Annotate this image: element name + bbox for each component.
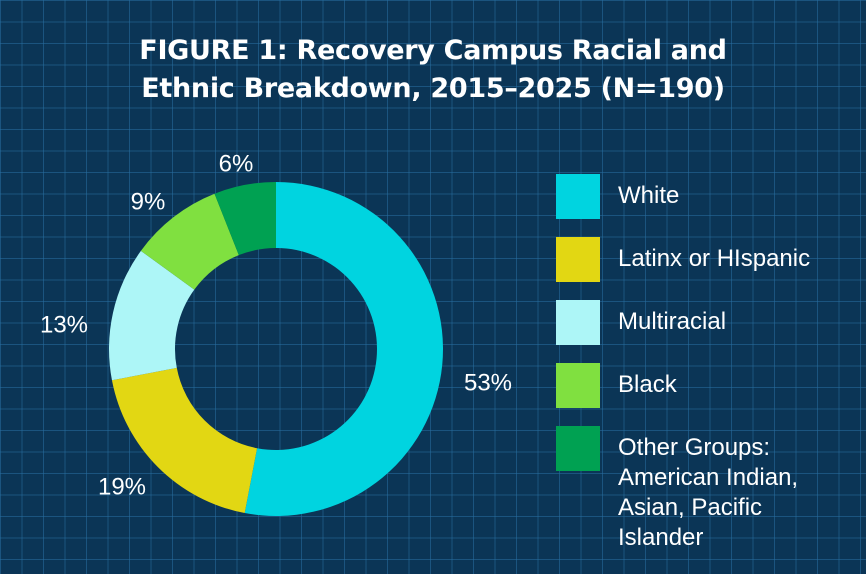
data-label-latinx: 19% — [98, 473, 146, 500]
legend-swatch — [556, 237, 600, 282]
legend-item-other-groups: Other Groups: American Indian, Asian, Pa… — [556, 426, 856, 553]
data-label-other-groups: 6% — [219, 150, 254, 177]
donut-slice-black — [140, 193, 239, 290]
legend-label: Other Groups: American Indian, Asian, Pa… — [618, 434, 799, 551]
legend-swatch — [556, 300, 600, 345]
data-label-white: 53% — [464, 369, 512, 396]
legend-label: White — [618, 182, 680, 209]
legend: White Latinx or HIspanic Multiracial Bla… — [556, 174, 856, 571]
donut-slice-white — [244, 182, 443, 516]
legend-label: Black — [618, 371, 677, 398]
legend-swatch — [556, 363, 600, 408]
legend-item-multiracial: Multiracial — [556, 300, 856, 345]
data-label-black: 9% — [131, 188, 166, 215]
data-label-multiracial: 13% — [40, 311, 88, 338]
legend-label: Multiracial — [618, 308, 727, 335]
donut-slice-other-groups — [214, 182, 276, 256]
legend-item-white: White — [556, 174, 856, 219]
chart-title-line-1: FIGURE 1: Recovery Campus Racial and — [139, 35, 727, 66]
chart-title-line-2: Ethnic Breakdown, 2015–2025 (N=190) — [141, 73, 725, 104]
donut-slice-multiracial — [109, 250, 195, 381]
chart-title: FIGURE 1: Recovery Campus Racial and Eth… — [0, 32, 866, 108]
legend-label: Latinx or HIspanic — [618, 245, 811, 272]
legend-swatch — [556, 426, 600, 471]
legend-swatch — [556, 174, 600, 219]
legend-item-latinx: Latinx or HIspanic — [556, 237, 856, 282]
donut-slice-latinx — [111, 367, 258, 514]
legend-item-black: Black — [556, 363, 856, 408]
